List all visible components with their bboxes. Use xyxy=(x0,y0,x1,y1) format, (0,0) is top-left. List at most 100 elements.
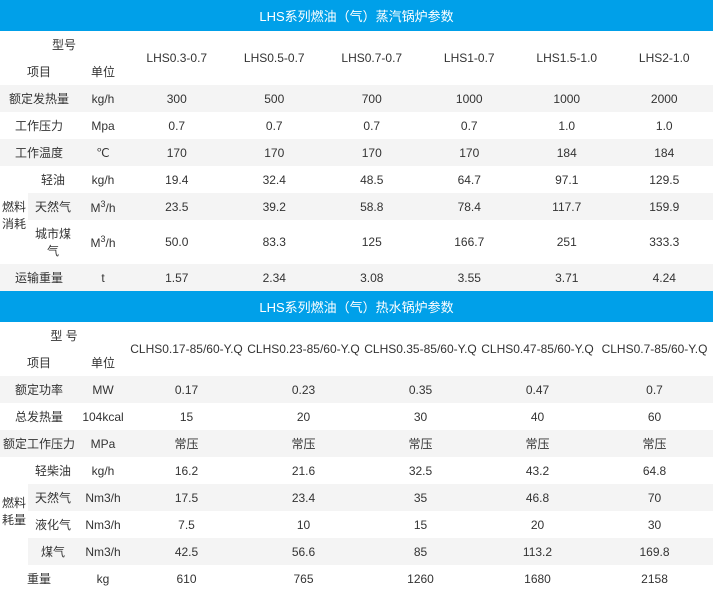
cell-value: 46.8 xyxy=(479,484,596,511)
row-name: 运输重量 xyxy=(0,264,78,291)
model-col: CLHS0.7-85/60-Y.Q xyxy=(596,322,713,376)
cell-value: 常压 xyxy=(596,430,713,457)
cell-value: 129.5 xyxy=(616,166,713,193)
cell-value: 20 xyxy=(479,511,596,538)
table1-title: LHS系列燃油（气）蒸汽锅炉参数 xyxy=(0,0,713,31)
cell-value: 170 xyxy=(421,139,519,166)
table-row: 工作温度℃170170170170184184 xyxy=(0,139,713,166)
table-row: 额定功率MW0.170.230.350.470.7 xyxy=(0,376,713,403)
cell-value: 43.2 xyxy=(479,457,596,484)
model-col: CLHS0.47-85/60-Y.Q xyxy=(479,322,596,376)
cell-value: 40 xyxy=(479,403,596,430)
model-col: CLHS0.23-85/60-Y.Q xyxy=(245,322,362,376)
cell-value: 300 xyxy=(128,85,226,112)
fuel-group-label: 燃料耗量 xyxy=(0,457,28,565)
row-unit: MW xyxy=(78,376,128,403)
cell-value: 56.6 xyxy=(245,538,362,565)
row-unit: kg/h xyxy=(78,457,128,484)
table-row: 重量kg610765126016802158 xyxy=(0,565,713,592)
row-unit: kg xyxy=(78,565,128,592)
cell-value: 7.5 xyxy=(128,511,245,538)
cell-value: 83.3 xyxy=(226,220,324,264)
cell-value: 常压 xyxy=(245,430,362,457)
cell-value: 0.47 xyxy=(479,376,596,403)
row-unit: Nm3/h xyxy=(78,484,128,511)
cell-value: 97.1 xyxy=(518,166,616,193)
cell-value: 700 xyxy=(323,85,421,112)
row-unit: kg/h xyxy=(78,166,128,193)
cell-value: 184 xyxy=(616,139,713,166)
cell-value: 10 xyxy=(245,511,362,538)
cell-value: 20 xyxy=(245,403,362,430)
cell-value: 42.5 xyxy=(128,538,245,565)
cell-value: 64.7 xyxy=(421,166,519,193)
table-row: 煤气Nm3/h42.556.685113.2169.8 xyxy=(0,538,713,565)
cell-value: 16.2 xyxy=(128,457,245,484)
cell-value: 1.0 xyxy=(518,112,616,139)
row-name: 工作温度 xyxy=(0,139,78,166)
steam-boiler-table: LHS系列燃油（气）蒸汽锅炉参数 型号 LHS0.3-0.7 LHS0.5-0.… xyxy=(0,0,713,291)
cell-value: 159.9 xyxy=(616,193,713,220)
model-label: 型 号 xyxy=(0,322,128,349)
cell-value: 113.2 xyxy=(479,538,596,565)
cell-value: 333.3 xyxy=(616,220,713,264)
table-row: 天然气Nm3/h17.523.43546.870 xyxy=(0,484,713,511)
cell-value: 30 xyxy=(596,511,713,538)
row-name: 煤气 xyxy=(28,538,78,565)
cell-value: 21.6 xyxy=(245,457,362,484)
model-label: 型号 xyxy=(0,31,128,58)
row-name: 轻油 xyxy=(28,166,78,193)
cell-value: 15 xyxy=(128,403,245,430)
model-col: LHS0.3-0.7 xyxy=(128,31,226,85)
hotwater-boiler-table: LHS系列燃油（气）热水锅炉参数 型 号 CLHS0.17-85/60-Y.Q … xyxy=(0,291,713,592)
cell-value: 23.4 xyxy=(245,484,362,511)
table-row: 额定发热量kg/h300500700100010002000 xyxy=(0,85,713,112)
row-name: 额定发热量 xyxy=(0,85,78,112)
cell-value: 251 xyxy=(518,220,616,264)
cell-value: 78.4 xyxy=(421,193,519,220)
row-unit: t xyxy=(78,264,128,291)
table-row: 燃料消耗轻油kg/h19.432.448.564.797.1129.5 xyxy=(0,166,713,193)
cell-value: 32.4 xyxy=(226,166,324,193)
cell-value: 常压 xyxy=(128,430,245,457)
row-name: 工作压力 xyxy=(0,112,78,139)
row-name: 总发热量 xyxy=(0,403,78,430)
cell-value: 60 xyxy=(596,403,713,430)
cell-value: 常压 xyxy=(362,430,479,457)
cell-value: 0.7 xyxy=(596,376,713,403)
row-unit: kg/h xyxy=(78,85,128,112)
cell-value: 3.55 xyxy=(421,264,519,291)
table-row: 天然气M3/h23.539.258.878.4117.7159.9 xyxy=(0,193,713,220)
cell-value: 117.7 xyxy=(518,193,616,220)
row-name: 天然气 xyxy=(28,193,78,220)
cell-value: 85 xyxy=(362,538,479,565)
cell-value: 170 xyxy=(226,139,324,166)
model-col: LHS0.7-0.7 xyxy=(323,31,421,85)
unit-label: 单位 xyxy=(78,349,128,376)
cell-value: 30 xyxy=(362,403,479,430)
cell-value: 0.7 xyxy=(226,112,324,139)
row-unit: 104kcal xyxy=(78,403,128,430)
cell-value: 2000 xyxy=(616,85,713,112)
row-unit: MPa xyxy=(78,430,128,457)
cell-value: 184 xyxy=(518,139,616,166)
cell-value: 0.17 xyxy=(128,376,245,403)
row-name: 额定功率 xyxy=(0,376,78,403)
row-name: 轻柴油 xyxy=(28,457,78,484)
row-unit: M3/h xyxy=(78,220,128,264)
cell-value: 0.7 xyxy=(421,112,519,139)
table-row: 额定工作压力MPa常压常压常压常压常压 xyxy=(0,430,713,457)
table-row: 城市煤气M3/h50.083.3125166.7251333.3 xyxy=(0,220,713,264)
cell-value: 64.8 xyxy=(596,457,713,484)
unit-label: 单位 xyxy=(78,58,128,85)
row-unit: Mpa xyxy=(78,112,128,139)
table-row: 液化气Nm3/h7.510152030 xyxy=(0,511,713,538)
row-name: 液化气 xyxy=(28,511,78,538)
cell-value: 58.8 xyxy=(323,193,421,220)
row-unit: ℃ xyxy=(78,139,128,166)
table-row: 工作压力Mpa0.70.70.70.71.01.0 xyxy=(0,112,713,139)
cell-value: 1260 xyxy=(362,565,479,592)
row-unit: M3/h xyxy=(78,193,128,220)
cell-value: 19.4 xyxy=(128,166,226,193)
cell-value: 4.24 xyxy=(616,264,713,291)
